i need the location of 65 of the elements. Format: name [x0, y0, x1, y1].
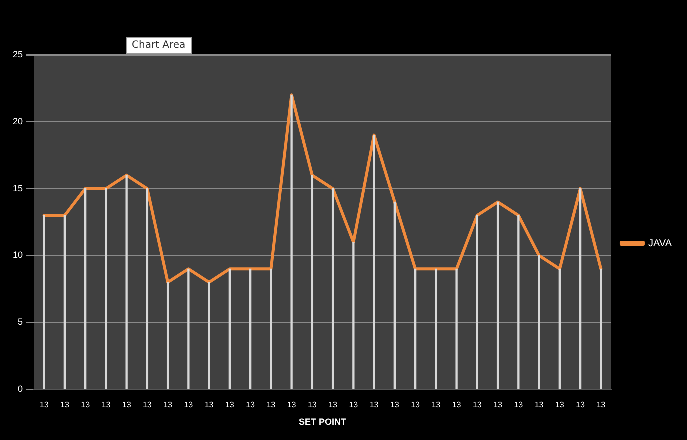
x-tick-label: 13 — [308, 400, 318, 410]
bar — [414, 268, 417, 390]
bar — [105, 188, 108, 390]
x-tick-label: 13 — [472, 400, 482, 410]
bar — [456, 268, 458, 390]
x-tick-label: 13 — [452, 400, 462, 410]
y-tick-label: 0 — [18, 384, 24, 394]
bar — [373, 134, 376, 390]
bar — [538, 255, 540, 390]
bar — [228, 268, 232, 390]
x-tick-label: 13 — [390, 400, 400, 410]
bar — [518, 215, 520, 390]
legend-label: JAVA — [648, 238, 672, 250]
x-tick-label: 13 — [225, 400, 235, 410]
x-tick-label: 13 — [287, 400, 297, 410]
bar — [558, 268, 561, 390]
bar — [352, 242, 355, 390]
x-tick-label: 13 — [164, 400, 174, 410]
bar — [435, 268, 438, 390]
bar — [208, 282, 210, 390]
bar — [394, 202, 396, 390]
x-tick-label: 13 — [81, 400, 91, 410]
bar — [496, 202, 500, 390]
x-tick-label: 13 — [494, 400, 504, 410]
y-tick-label: 10 — [12, 250, 24, 260]
bar — [476, 215, 478, 390]
x-tick-label: 13 — [432, 400, 442, 410]
bar — [166, 282, 170, 390]
x-tick-label: 13 — [40, 400, 50, 410]
x-tick-label: 13 — [596, 400, 606, 410]
x-tick-label: 13 — [576, 400, 586, 410]
y-tick-label: 20 — [12, 116, 24, 126]
bar — [270, 268, 272, 390]
x-tick-label: 13 — [370, 400, 380, 410]
bar — [64, 215, 66, 390]
bar — [311, 175, 314, 390]
x-tick-label: 13 — [555, 400, 565, 410]
x-tick-label: 13 — [142, 400, 152, 410]
x-tick-label: 13 — [266, 400, 276, 410]
x-tick-label: 13 — [246, 400, 256, 410]
bar — [249, 268, 252, 390]
bar — [600, 268, 602, 390]
bar — [43, 215, 46, 390]
y-tick-label: 15 — [12, 183, 24, 194]
y-tick-label: 5 — [18, 317, 24, 328]
text: Chart Area — [126, 37, 192, 54]
y-tick-label: 25 — [12, 49, 24, 60]
x-tick-label: 13 — [349, 400, 359, 410]
x-tick-label: 13 — [60, 400, 70, 410]
bar — [290, 94, 293, 390]
bar — [126, 175, 128, 390]
x-axis-title: SET POINT — [298, 417, 347, 428]
x-tick-label: 13 — [534, 400, 544, 410]
x-tick-label: 13 — [122, 400, 132, 410]
x-tick-label: 13 — [184, 400, 194, 410]
x-tick-label: 13 — [102, 400, 112, 410]
x-tick-label: 13 — [514, 400, 524, 410]
x-tick-label: 13 — [411, 400, 421, 410]
bar — [579, 188, 582, 390]
x-tick-label: 13 — [328, 400, 338, 410]
x-tick-label: 13 — [204, 400, 214, 410]
bar — [84, 188, 87, 390]
bar — [332, 188, 334, 390]
bar — [146, 188, 149, 390]
bar — [188, 268, 190, 390]
